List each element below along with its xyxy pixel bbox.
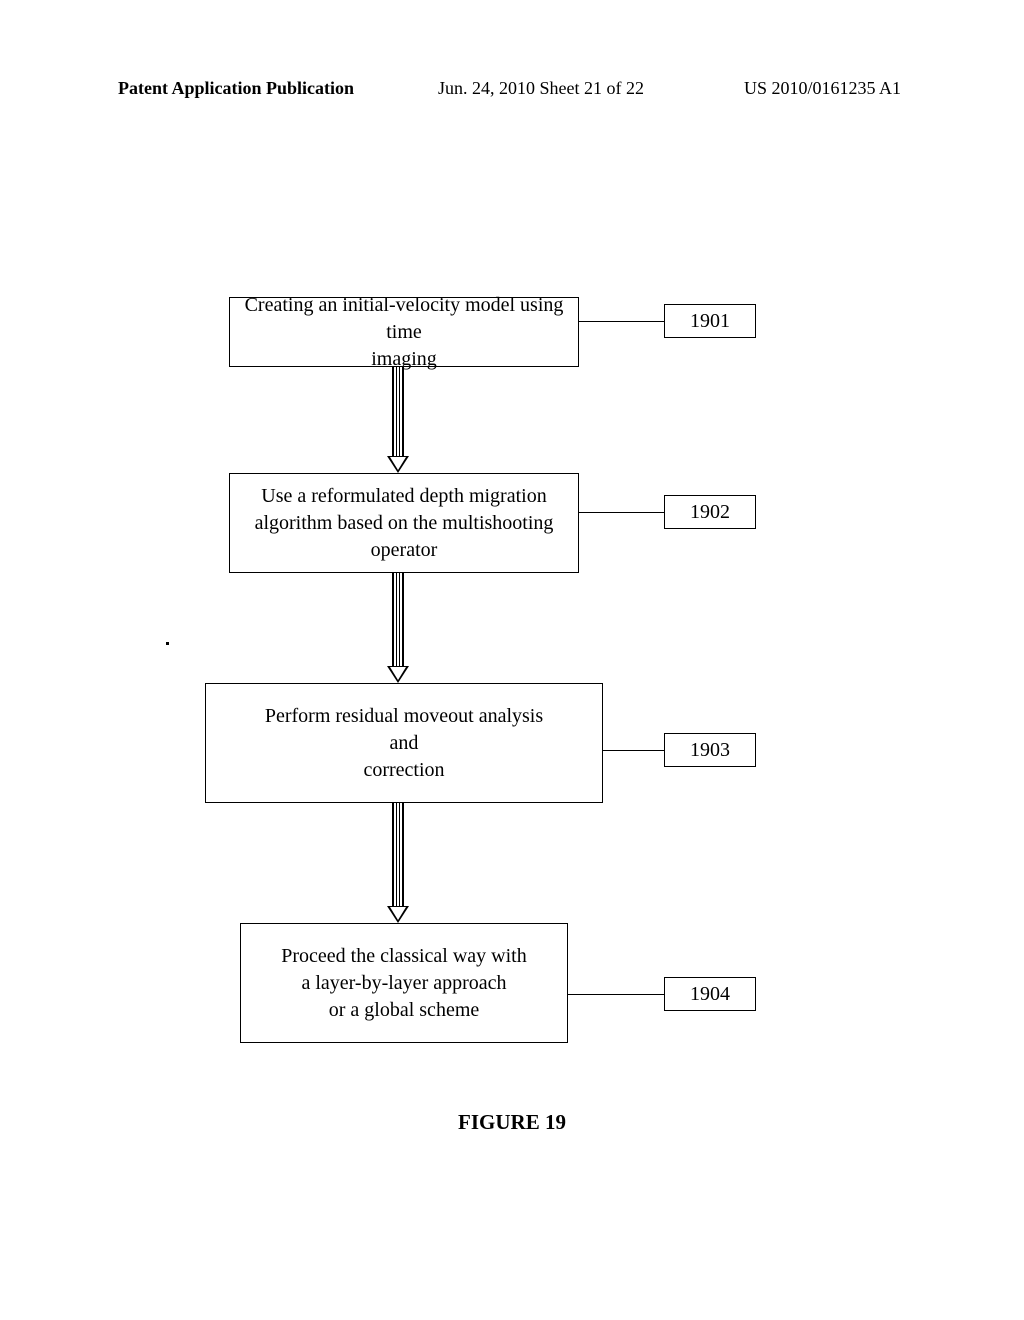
reference-numeral-1902: 1902 (664, 495, 756, 529)
flowchart-step-text: Perform residual moveout analysis and co… (265, 703, 543, 784)
connector-line (603, 750, 664, 751)
header-pub-number: US 2010/0161235 A1 (744, 78, 901, 99)
reference-numeral-text: 1903 (690, 739, 730, 762)
arrow-head-fill (390, 457, 406, 470)
flowchart-step-3: Perform residual moveout analysis and co… (205, 683, 603, 803)
reference-numeral-text: 1904 (690, 983, 730, 1006)
flowchart-step-2: Use a reformulated depth migration algor… (229, 473, 579, 573)
flowchart-step-text: Proceed the classical way with a layer-b… (281, 943, 526, 1024)
reference-numeral-text: 1901 (690, 310, 730, 333)
connector-line (579, 321, 664, 322)
arrow-head-fill (390, 667, 406, 680)
flowchart-step-text: Use a reformulated depth migration algor… (255, 483, 554, 564)
reference-numeral-1901: 1901 (664, 304, 756, 338)
reference-numeral-text: 1902 (690, 501, 730, 524)
arrow-shaft (392, 803, 404, 906)
header-publication: Patent Application Publication (118, 78, 354, 99)
arrow-head-fill (390, 907, 406, 920)
flowchart-step-text: Creating an initial-velocity model using… (238, 292, 570, 373)
artifact-dot (166, 642, 169, 645)
flowchart-step-1: Creating an initial-velocity model using… (229, 297, 579, 367)
header-date-sheet: Jun. 24, 2010 Sheet 21 of 22 (438, 78, 644, 99)
reference-numeral-1904: 1904 (664, 977, 756, 1011)
flowchart-step-4: Proceed the classical way with a layer-b… (240, 923, 568, 1043)
connector-line (568, 994, 664, 995)
connector-line (579, 512, 664, 513)
arrow-shaft (392, 573, 404, 666)
reference-numeral-1903: 1903 (664, 733, 756, 767)
figure-caption: FIGURE 19 (0, 1110, 1024, 1135)
arrow-shaft (392, 367, 404, 456)
